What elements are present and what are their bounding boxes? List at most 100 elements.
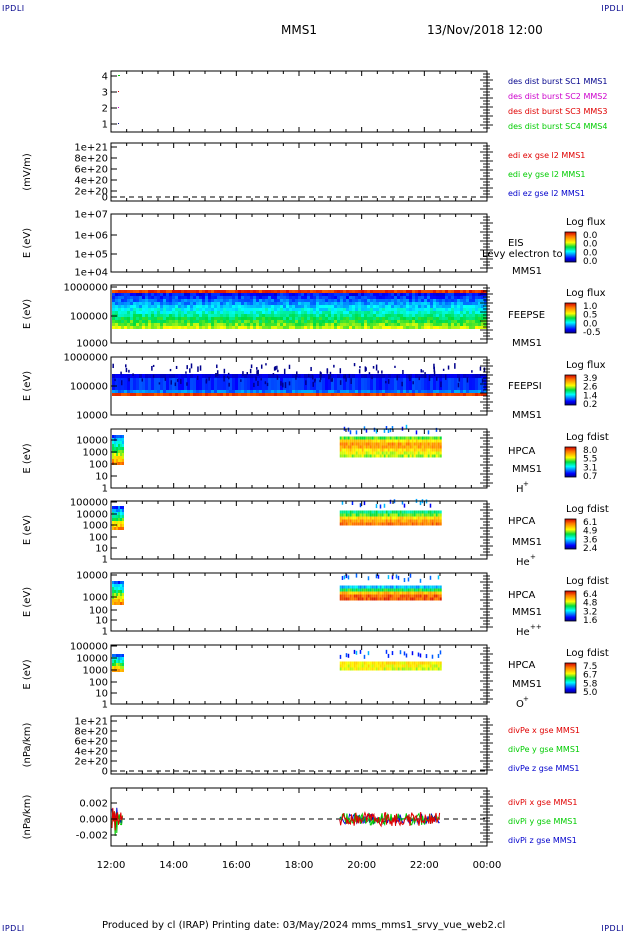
feepse-cell	[121, 293, 124, 296]
feepsi-cell-low	[301, 390, 304, 393]
feepse-cell	[217, 302, 220, 305]
hpca-interval-cell	[439, 445, 442, 449]
feepse-cell	[298, 311, 301, 314]
feepsi-noise	[256, 367, 258, 370]
feepse-cell	[280, 299, 283, 302]
feepse-cell	[217, 305, 220, 308]
hpca-early-cell	[114, 663, 116, 666]
feepse-cell	[469, 305, 472, 308]
feepse-cell	[124, 323, 127, 326]
feepse-cell	[244, 314, 247, 317]
feepse-cell	[217, 317, 220, 320]
feepse-cell	[214, 299, 217, 302]
feepse-cell	[280, 320, 283, 323]
feepse-cell	[292, 308, 295, 311]
feepse-cell	[199, 296, 202, 299]
hpca-early-cell	[118, 435, 120, 438]
feepse-cell	[451, 308, 454, 311]
hpca-interval-cell	[385, 436, 388, 440]
hpca-interval-cell	[417, 594, 420, 598]
feepsi-cell-mid	[448, 378, 451, 390]
feepse-cell	[370, 326, 373, 329]
feepse-cell	[292, 293, 295, 296]
feepse-cell	[211, 320, 214, 323]
feepsi-band-red	[328, 393, 331, 396]
hpca-interval-cell	[381, 597, 384, 601]
feepse-cell	[445, 323, 448, 326]
feepse-cell	[370, 311, 373, 314]
feepse-cell	[481, 317, 484, 320]
hpca-interval-cell	[355, 510, 358, 514]
hpca-interval-cell	[427, 442, 430, 446]
hpca-interval-cell	[361, 597, 364, 601]
feepsi-noise	[276, 365, 278, 370]
hpca-interval-cell	[413, 448, 416, 452]
feepsi-cell-low	[334, 390, 337, 393]
feepse-cell	[382, 305, 385, 308]
hpca-early-cell	[122, 590, 124, 593]
feepse-cell	[253, 314, 256, 317]
feepsi-cell-low	[217, 390, 220, 393]
feepse-cell	[349, 326, 352, 329]
feepse-cell	[376, 305, 379, 308]
feepse-cell	[484, 299, 487, 302]
feepse-cell	[331, 296, 334, 299]
feepse-cell	[169, 311, 172, 314]
colorbar-title: Log fdist	[566, 432, 609, 443]
hpca-interval-cell	[409, 594, 412, 598]
feepse-cell	[298, 326, 301, 329]
hpca-interval-cell	[341, 661, 344, 665]
hpca-early-cell	[120, 509, 122, 512]
hpca-interval-cell	[399, 661, 402, 665]
hpca-early-cell	[122, 456, 124, 459]
feepse-cell	[193, 302, 196, 305]
hpca-interval-cell	[431, 454, 434, 458]
legend-entry: divPi x gse MMS1	[508, 798, 577, 807]
feepse-cell	[358, 305, 361, 308]
feepse-cell	[235, 296, 238, 299]
feepsi-noise	[307, 373, 310, 378]
hpca-high-speckle	[403, 578, 406, 583]
feepse-cell	[397, 323, 400, 326]
corner-tag-bottom-right: IPDLI	[601, 924, 624, 933]
hpca-early-cell	[120, 599, 122, 602]
feepse-cell	[385, 308, 388, 311]
hpca-interval-cell	[431, 519, 434, 523]
feepse-cell	[433, 311, 436, 314]
colorbar-tick-label: 5.8	[583, 679, 598, 689]
hpca-interval-cell	[399, 439, 402, 443]
feepse-cell	[403, 296, 406, 299]
hpca-interval-cell	[339, 585, 342, 589]
hpca-interval-cell	[409, 442, 412, 446]
feepsi-band-red	[319, 393, 322, 396]
feepse-cell	[469, 293, 472, 296]
hpca-early-cell	[120, 660, 122, 663]
feepse-cell	[136, 293, 139, 296]
feepse-cell	[427, 293, 430, 296]
feepse-cell	[370, 305, 373, 308]
hpca-early-cell	[116, 602, 118, 605]
feepse-cell	[133, 299, 136, 302]
hpca-interval-cell	[401, 522, 404, 526]
feepse-cell	[253, 323, 256, 326]
feepsi-cell-low	[463, 390, 466, 393]
feepsi-noise	[440, 381, 442, 388]
feepse-cell	[121, 296, 124, 299]
feepse-cell	[169, 299, 172, 302]
feepse-cell	[367, 302, 370, 305]
feepsi-noise	[120, 371, 122, 375]
hpca-interval-cell	[375, 585, 378, 589]
feepse-column-top	[187, 290, 190, 293]
feepse-cell	[439, 317, 442, 320]
feepsi-cell-mid	[142, 378, 145, 390]
feepse-cell	[301, 323, 304, 326]
hpca-interval-cell	[393, 454, 396, 458]
hpca-interval-cell	[407, 594, 410, 598]
feepse-cell	[235, 314, 238, 317]
hpca-interval-cell	[371, 664, 374, 668]
feepse-cell	[286, 308, 289, 311]
feepse-cell	[319, 314, 322, 317]
hpca-interval-cell	[371, 442, 374, 446]
feepse-cell	[133, 314, 136, 317]
hpca-interval-cell	[381, 445, 384, 449]
